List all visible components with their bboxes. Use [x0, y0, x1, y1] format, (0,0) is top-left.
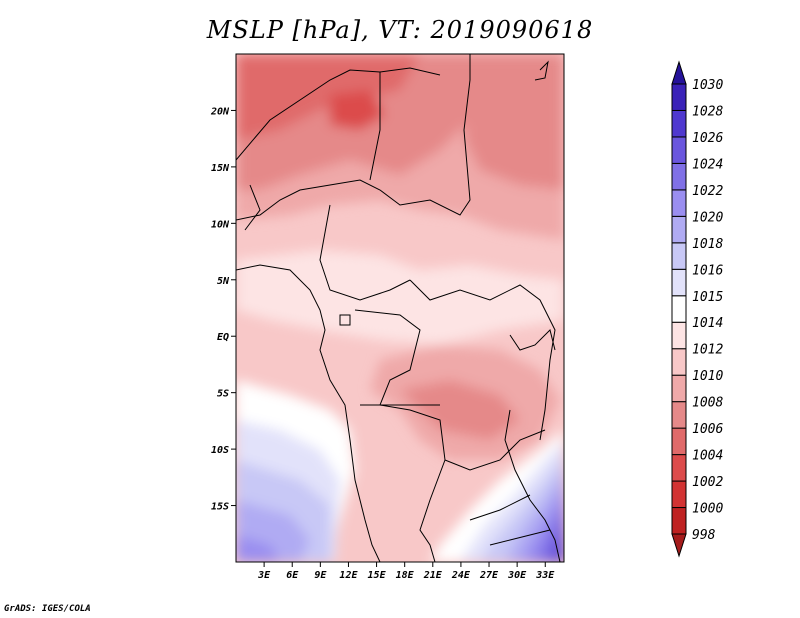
colorbar-bin	[671, 507, 687, 535]
colorbar-label: 1026	[692, 131, 723, 146]
colorbar-bin	[671, 374, 687, 403]
colorbar-bin	[671, 215, 687, 244]
colorbar-bin	[671, 109, 687, 138]
grads-credit: GrADS: IGES/COLA	[4, 604, 91, 614]
colorbar-label: 1024	[692, 157, 723, 172]
pressure-field	[236, 54, 564, 562]
lon-tick-label: 12E	[339, 570, 358, 581]
country-borders	[236, 54, 561, 562]
colorbar-label: 1014	[692, 316, 723, 331]
colorbar: 998 1000 1002 1004 1006 1008 1010 1012 1014 1015 1…	[671, 60, 723, 558]
longitude-axis: 3E 6E 9E 12E 15E 18E 21E 24E 27E 30E 33E	[257, 562, 555, 581]
colorbar-label: 1018	[692, 237, 723, 252]
colorbar-label: 1020	[692, 210, 723, 225]
lat-tick-label: 10N	[211, 219, 230, 230]
lat-tick-label: 20N	[210, 106, 230, 117]
colorbar-bin	[671, 83, 687, 111]
lon-tick-label: 9E	[314, 570, 327, 581]
colorbar-bin	[671, 321, 687, 350]
colorbar-label: 1022	[692, 184, 723, 199]
colorbar-min-triangle	[671, 533, 687, 558]
colorbar-bin	[671, 189, 687, 217]
colorbar-bin	[671, 242, 687, 270]
lat-tick-label: 5N	[217, 276, 230, 287]
colorbar-bin	[671, 295, 687, 323]
lat-tick-label: 15N	[211, 163, 230, 174]
colorbar-label: 1016	[692, 263, 723, 278]
colorbar-label: 1000	[692, 502, 723, 517]
chart-title: MSLP [hPa], VT: 2019090618	[206, 16, 594, 44]
colorbar-bin	[671, 480, 687, 509]
lon-tick-label: 3E	[257, 570, 271, 581]
colorbar-bin	[671, 136, 687, 164]
lon-tick-label: 18E	[396, 570, 415, 581]
colorbar-bin	[671, 268, 687, 297]
lat-tick-label: 5S	[217, 389, 229, 400]
colorbar-label: 1010	[692, 369, 723, 384]
colorbar-label: 1028	[692, 104, 723, 119]
colorbar-label: 1006	[692, 422, 723, 437]
colorbar-bin	[671, 162, 687, 191]
colorbar-label: 1015	[692, 290, 723, 305]
lon-tick-label: 27E	[479, 570, 499, 581]
colorbar-label: 1030	[692, 78, 723, 93]
map-frame	[235, 53, 565, 563]
lon-tick-label: 6E	[286, 570, 299, 581]
colorbar-label: 1012	[692, 343, 723, 358]
colorbar-bin	[671, 427, 687, 456]
lon-tick-label: 33E	[535, 570, 555, 581]
colorbar-bin	[671, 401, 687, 429]
colorbar-label: 1008	[692, 396, 723, 411]
colorbar-bin	[671, 454, 687, 482]
colorbar-label: 998	[692, 528, 716, 543]
latitude-axis: 20N 15N 10N 5N EQ 5S 10S 15S	[210, 106, 236, 513]
colorbar-label: 1002	[692, 475, 723, 490]
colorbar-max-triangle	[671, 60, 687, 85]
lon-tick-label: 24E	[451, 570, 471, 581]
colorbar-label: 1004	[692, 449, 723, 464]
lon-tick-label: 30E	[507, 570, 527, 581]
lon-tick-label: 21E	[423, 570, 443, 581]
lat-tick-label: 10S	[211, 445, 229, 456]
lon-tick-label: 15E	[368, 570, 387, 581]
colorbar-bin	[671, 348, 687, 376]
lat-tick-label: 15S	[211, 502, 229, 513]
lat-tick-label: EQ	[217, 332, 229, 343]
